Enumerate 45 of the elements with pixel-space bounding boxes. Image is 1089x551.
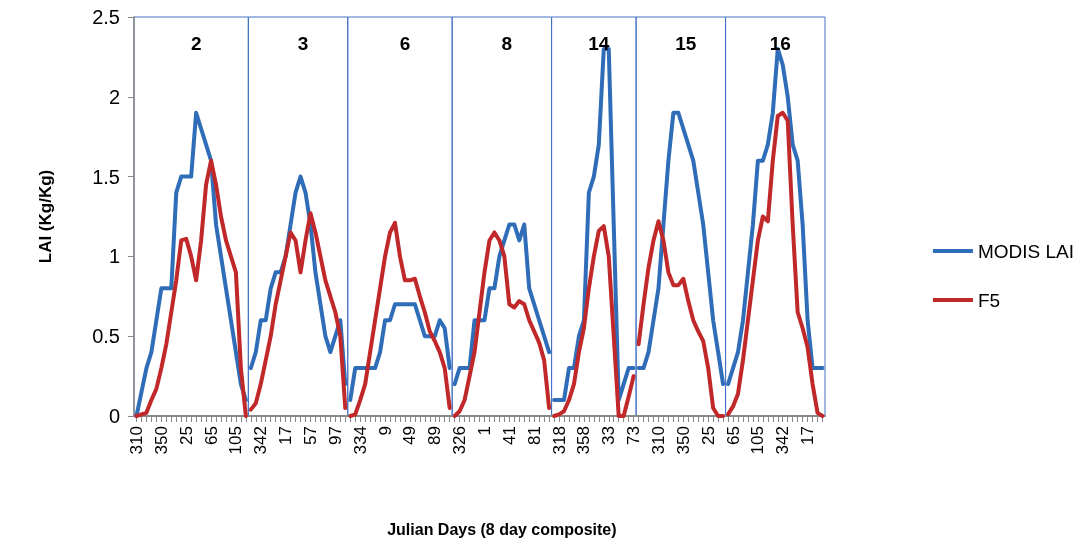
x-tick-label: 17	[798, 426, 818, 445]
y-tick-label: 0.5	[92, 325, 120, 348]
y-tick-label: 2.5	[92, 6, 120, 28]
text: 8	[501, 33, 513, 54]
x-tick-label: 57	[300, 426, 320, 445]
x-tick-label: 334	[350, 426, 370, 455]
text: 16	[769, 33, 791, 54]
x-tick-label: 73	[624, 426, 644, 445]
y-tick-label: 1	[108, 245, 120, 268]
x-axis-title: Julian Days (8 day composite)	[387, 520, 617, 538]
x-tick-label: 65	[723, 426, 743, 445]
x-tick-label: 97	[325, 426, 345, 445]
x-tick-label: 318	[549, 426, 569, 455]
x-tick-label: 350	[151, 426, 171, 455]
y-tick-label: 1.5	[92, 165, 120, 188]
x-tick-label: 105	[226, 426, 246, 455]
x-tick-label: 342	[773, 426, 793, 455]
x-tick-label: 33	[599, 426, 619, 445]
x-tick-label: 342	[251, 426, 271, 455]
y-tick-label: 2	[108, 85, 120, 108]
x-tick-label: 310	[648, 426, 668, 455]
text: 15	[675, 33, 697, 54]
x-tick-label: 358	[574, 426, 594, 455]
text: 6	[399, 33, 411, 54]
y-tick-label: 0	[108, 405, 120, 427]
legend-label: F5	[977, 289, 1001, 311]
x-tick-label: 49	[400, 426, 420, 445]
x-tick-label: 65	[201, 426, 221, 445]
x-tick-label: 105	[748, 426, 768, 455]
x-tick-label: 310	[126, 426, 146, 455]
x-tick-label: 9	[375, 426, 395, 436]
x-tick-label: 1	[474, 426, 494, 436]
text: 2	[190, 33, 202, 54]
x-tick-label: 41	[499, 426, 519, 445]
y-axis-title: LAI (Kg/Kg)	[36, 169, 55, 264]
x-tick-label: 89	[425, 426, 445, 445]
legend-label: MODIS LAI	[977, 240, 1074, 262]
x-tick-label: 25	[176, 426, 196, 445]
x-tick-label: 81	[524, 426, 544, 445]
text: 14	[588, 33, 610, 54]
x-tick-label: 350	[673, 426, 693, 455]
x-tick-label: 25	[698, 426, 718, 445]
text: 3	[297, 33, 309, 54]
x-tick-label: 326	[450, 426, 470, 455]
x-tick-label: 17	[276, 426, 296, 445]
